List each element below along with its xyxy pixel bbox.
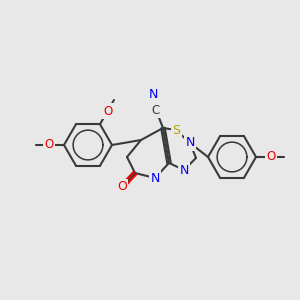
Text: S: S — [172, 124, 180, 136]
Text: N: N — [148, 88, 158, 100]
Text: O: O — [117, 181, 127, 194]
Text: O: O — [103, 105, 112, 118]
Text: N: N — [185, 136, 195, 149]
Text: O: O — [266, 151, 276, 164]
Text: C: C — [152, 103, 160, 116]
Text: O: O — [44, 139, 54, 152]
Text: N: N — [150, 172, 160, 184]
Text: N: N — [179, 164, 189, 176]
